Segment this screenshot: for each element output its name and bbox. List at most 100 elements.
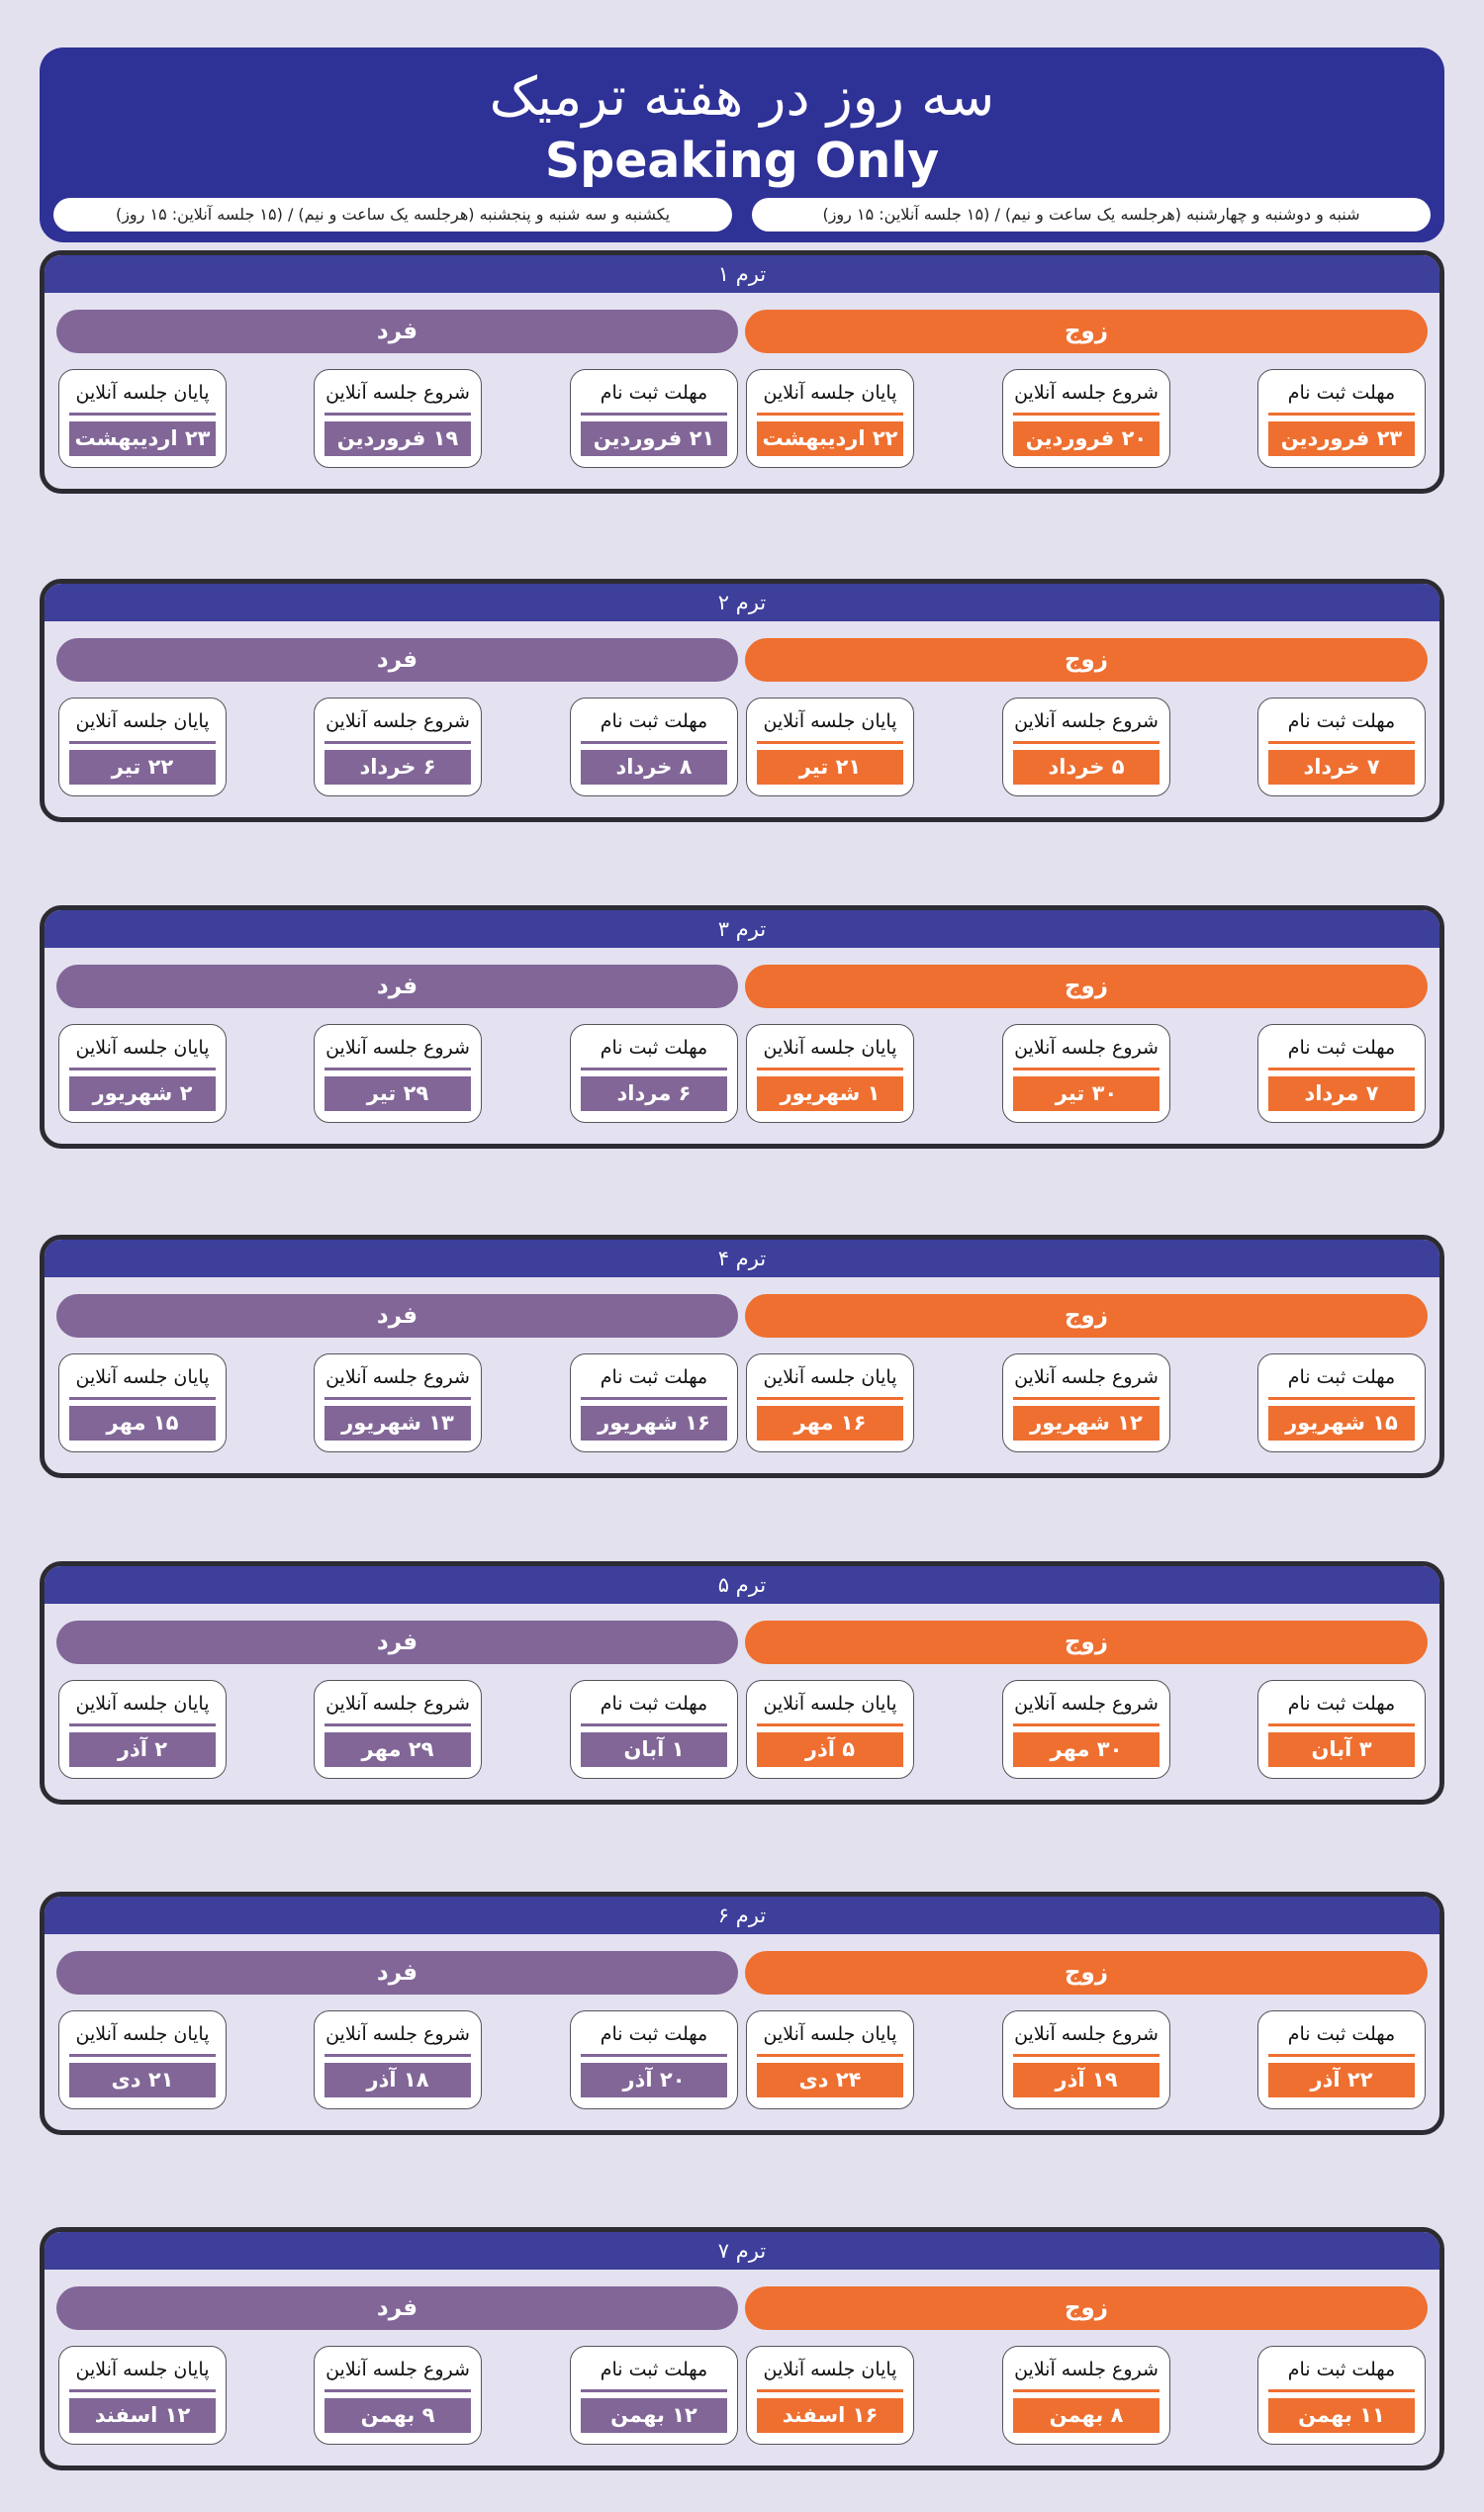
card-label: پایان جلسه آنلاین [763,1693,897,1715]
card-label: شروع جلسه آنلاین [325,2359,470,2380]
card-label: مهلت ثبت نام [1287,1037,1396,1059]
card-label: مهلت ثبت نام [600,710,708,732]
even-deadline-card: مهلت ثبت نام ۱۵ شهریور [1257,1353,1426,1452]
card-label: مهلت ثبت نام [600,1366,708,1388]
even-end-card: پایان جلسه آنلاین ۱۶ اسفند [746,2346,914,2445]
card-date: ۱۵ مهر [69,1397,216,1441]
even-group-label: زوج [745,1294,1428,1338]
odd-group-label: فرد [56,1951,738,1995]
odd-end-card: پایان جلسه آنلاین ۲۳ اردیبهشت [58,369,227,468]
card-label: مهلت ثبت نام [1287,1366,1396,1388]
card-date: ۶ مرداد [581,1068,727,1111]
card-date: ۲ شهریور [69,1068,216,1111]
card-date: ۱ شهریور [757,1068,903,1111]
page-title: سه روز در هفته ترمیک [489,65,995,128]
card-date: ۱۶ اسفند [757,2389,903,2433]
odd-start-card: شروع جلسه آنلاین ۱۳ شهریور [314,1353,482,1452]
card-label: پایان جلسه آنلاین [75,1366,210,1388]
card-date: ۲۲ اردیبهشت [757,413,903,456]
term-title: ترم ۴ [45,1240,1439,1277]
term-title: ترم ۲ [45,584,1439,621]
card-date: ۳ آبان [1268,1723,1415,1767]
odd-deadline-card: مهلت ثبت نام ۱۲ بهمن [570,2346,738,2445]
card-label: پایان جلسه آنلاین [75,1037,210,1059]
even-end-card: پایان جلسه آنلاین ۲۲ اردیبهشت [746,369,914,468]
card-date: ۱۲ شهریور [1013,1397,1159,1441]
card-label: مهلت ثبت نام [600,382,708,404]
card-label: شروع جلسه آنلاین [325,1037,470,1059]
card-date: ۱ آبان [581,1723,727,1767]
even-deadline-card: مهلت ثبت نام ۱۱ بهمن [1257,2346,1426,2445]
card-date: ۲۳ فروردین [1268,413,1415,456]
card-date: ۹ بهمن [325,2389,471,2433]
card-date: ۲۹ تیر [325,1068,471,1111]
odd-end-card: پایان جلسه آنلاین ۲۲ تیر [58,698,227,796]
odd-group-label: فرد [56,638,738,682]
card-date: ۱۹ فروردین [325,413,471,456]
card-date: ۵ خرداد [1013,741,1159,785]
card-date: ۷ مرداد [1268,1068,1415,1111]
odd-end-card: پایان جلسه آنلاین ۲ آذر [58,1680,227,1779]
even-days-note: شنبه و دوشنبه و چهارشنبه (هرجلسه یک ساعت… [752,198,1431,232]
odd-group-label: فرد [56,965,738,1008]
card-label: شروع جلسه آنلاین [1014,1037,1159,1059]
card-date: ۲۳ اردیبهشت [69,413,216,456]
card-label: شروع جلسه آنلاین [1014,710,1159,732]
odd-start-card: شروع جلسه آنلاین ۶ خرداد [314,698,482,796]
term-title: ترم ۱ [45,255,1439,293]
card-date: ۱۶ مهر [757,1397,903,1441]
even-end-card: پایان جلسه آنلاین ۲۱ تیر [746,698,914,796]
even-start-card: شروع جلسه آنلاین ۲۰ فروردین [1002,369,1170,468]
card-date: ۱۳ شهریور [325,1397,471,1441]
card-date: ۲۲ تیر [69,741,216,785]
card-label: شروع جلسه آنلاین [1014,1366,1159,1388]
even-deadline-card: مهلت ثبت نام ۲۳ فروردین [1257,369,1426,468]
even-start-card: شروع جلسه آنلاین ۳۰ تیر [1002,1024,1170,1123]
odd-deadline-card: مهلت ثبت نام ۶ مرداد [570,1024,738,1123]
even-group-label: زوج [745,965,1428,1008]
card-date: ۱۹ آذر [1013,2054,1159,2097]
card-label: پایان جلسه آنلاین [763,2023,897,2045]
even-deadline-card: مهلت ثبت نام ۷ مرداد [1257,1024,1426,1123]
card-date: ۷ خرداد [1268,741,1415,785]
card-date: ۱۲ اسفند [69,2389,216,2433]
even-group-label: زوج [745,1621,1428,1664]
odd-end-card: پایان جلسه آنلاین ۱۵ مهر [58,1353,227,1452]
even-start-card: شروع جلسه آنلاین ۸ بهمن [1002,2346,1170,2445]
term-section: ترم ۴ زوج فرد مهلت ثبت نام ۱۵ شهریور شروع جلس… [40,1235,1444,1478]
card-date: ۲۱ دی [69,2054,216,2097]
term-title: ترم ۵ [45,1566,1439,1604]
term-section: ترم ۵ زوج فرد مهلت ثبت نام ۳ آبان شروع جلسه آ… [40,1561,1444,1805]
card-label: مهلت ثبت نام [1287,2023,1396,2045]
even-start-card: شروع جلسه آنلاین ۱۲ شهریور [1002,1353,1170,1452]
card-date: ۲۰ آذر [581,2054,727,2097]
card-label: پایان جلسه آنلاین [75,2023,210,2045]
card-label: مهلت ثبت نام [600,2359,708,2380]
term-section: ترم ۷ زوج فرد مهلت ثبت نام ۱۱ بهمن شروع جلسه … [40,2227,1444,2470]
card-label: مهلت ثبت نام [600,1693,708,1715]
card-label: شروع جلسه آنلاین [1014,382,1159,404]
even-end-card: پایان جلسه آنلاین ۱ شهریور [746,1024,914,1123]
odd-start-card: شروع جلسه آنلاین ۲۹ تیر [314,1024,482,1123]
term-title: ترم ۶ [45,1897,1439,1934]
card-date: ۵ آذر [757,1723,903,1767]
card-label: پایان جلسه آنلاین [75,1693,210,1715]
even-end-card: پایان جلسه آنلاین ۵ آذر [746,1680,914,1779]
card-label: شروع جلسه آنلاین [1014,2023,1159,2045]
card-label: مهلت ثبت نام [600,2023,708,2045]
even-start-card: شروع جلسه آنلاین ۱۹ آذر [1002,2010,1170,2109]
card-date: ۸ خرداد [581,741,727,785]
odd-start-card: شروع جلسه آنلاین ۱۸ آذر [314,2010,482,2109]
odd-start-card: شروع جلسه آنلاین ۱۹ فروردین [314,369,482,468]
card-label: پایان جلسه آنلاین [763,1366,897,1388]
card-date: ۳۰ مهر [1013,1723,1159,1767]
card-label: پایان جلسه آنلاین [75,2359,210,2380]
odd-start-card: شروع جلسه آنلاین ۹ بهمن [314,2346,482,2445]
odd-end-card: پایان جلسه آنلاین ۱۲ اسفند [58,2346,227,2445]
card-label: مهلت ثبت نام [600,1037,708,1059]
card-date: ۲۹ مهر [325,1723,471,1767]
even-deadline-card: مهلت ثبت نام ۳ آبان [1257,1680,1426,1779]
term-section: ترم ۱ زوج فرد مهلت ثبت نام ۲۳ فروردین شروع جل… [40,250,1444,494]
card-date: ۲۲ آذر [1268,2054,1415,2097]
card-date: ۱۶ شهریور [581,1397,727,1441]
